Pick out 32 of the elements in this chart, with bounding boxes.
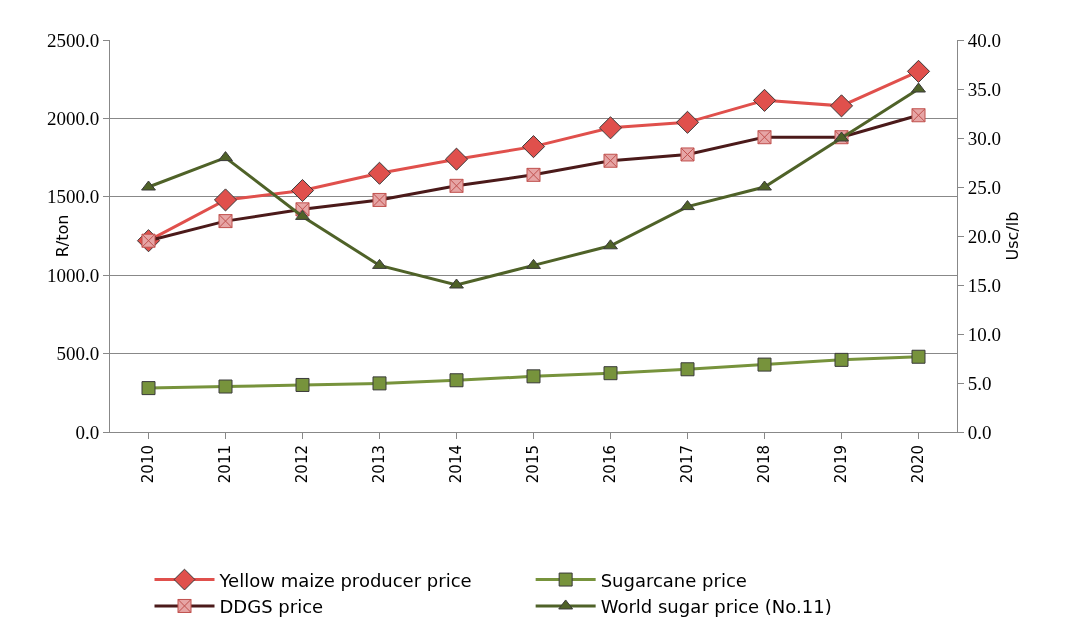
x-tick-label: 2011	[216, 445, 235, 484]
x-tick-label: 2018	[755, 445, 774, 484]
legend-label: World sugar price (No.11)	[600, 595, 832, 617]
legend-label: Sugarcane price	[600, 569, 747, 591]
y2-tick-label: 20.0	[967, 225, 1002, 247]
x-tick-label: 2010	[139, 445, 158, 484]
y2-axis-title: Usc/lb	[1003, 211, 1023, 261]
y-tick-label: 500.0	[56, 343, 100, 365]
y-tick-label: 1000.0	[46, 264, 100, 286]
y2-tick-label: 10.0	[967, 323, 1002, 345]
x-tick-label: 2013	[370, 445, 389, 484]
x-tick-label: 2015	[524, 445, 543, 484]
x-tick-label: 2020	[909, 445, 928, 484]
y2-tick-label: 35.0	[967, 78, 1002, 100]
y-tick-label: 1500.0	[46, 186, 100, 208]
x-tick-label: 2014	[447, 445, 466, 484]
x-tick-label: 2012	[293, 445, 312, 484]
y2-tick-label: 5.0	[967, 372, 992, 394]
y2-tick-label: 0.0	[967, 421, 992, 443]
y2-tick-label: 30.0	[967, 127, 1002, 149]
y2-tick-label: 25.0	[967, 176, 1002, 198]
y-tick-label: 2000.0	[46, 108, 100, 130]
x-tick-label: 2017	[678, 445, 697, 484]
y-tick-label: 2500.0	[46, 29, 100, 51]
legend-label: Yellow maize producer price	[218, 569, 472, 591]
legend-label: DDGS price	[219, 595, 324, 617]
y-axis-title: R/ton	[53, 214, 72, 258]
y-tick-label: 0.0	[75, 421, 100, 443]
y2-tick-label: 15.0	[967, 274, 1002, 296]
x-tick-label: 2016	[601, 445, 620, 484]
x-tick-label: 2019	[832, 445, 851, 484]
y2-tick-label: 40.0	[967, 29, 1002, 51]
